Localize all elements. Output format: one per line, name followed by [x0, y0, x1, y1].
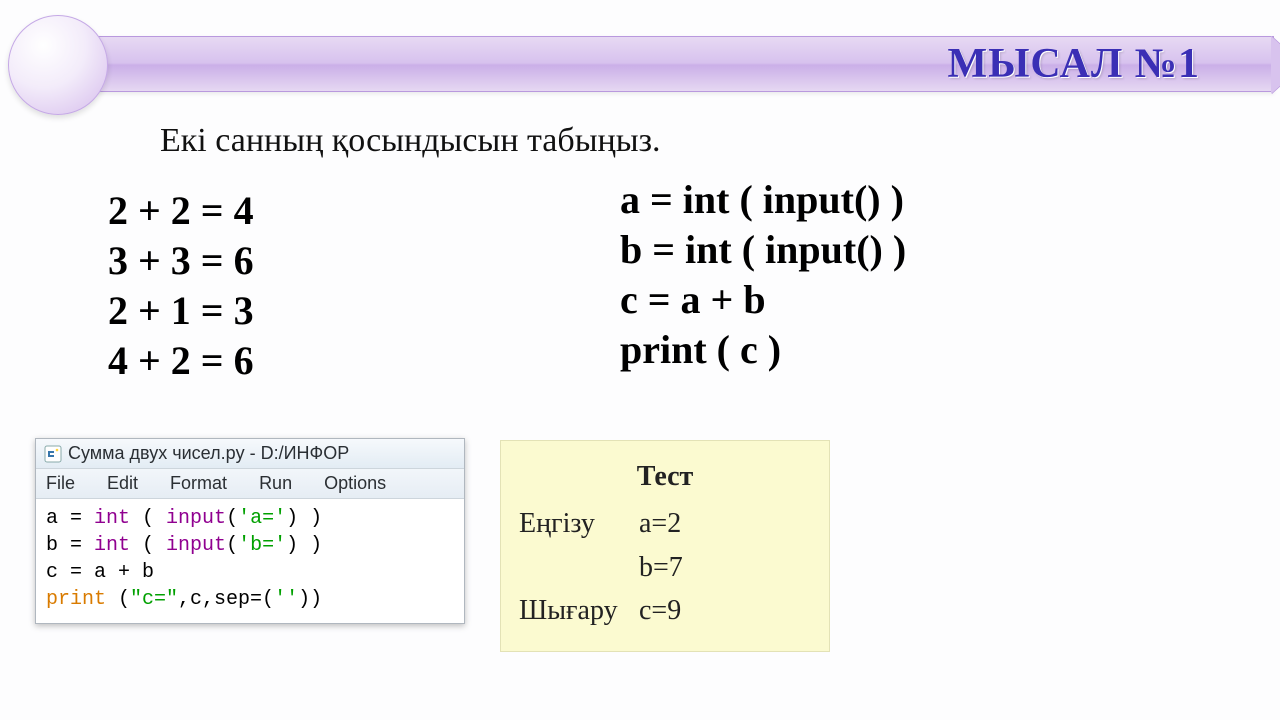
test-value: b=7 — [639, 546, 683, 589]
menu-options[interactable]: Options — [318, 472, 392, 495]
test-label: Еңгізу — [519, 502, 639, 545]
test-row: Шығару c=9 — [519, 589, 811, 632]
code-line: b = int ( input() ) — [620, 225, 906, 275]
banner-circle-icon — [8, 15, 108, 115]
menu-format[interactable]: Format — [164, 472, 233, 495]
menu-edit[interactable]: Edit — [101, 472, 144, 495]
menu-run[interactable]: Run — [253, 472, 298, 495]
equation-line: 4 + 2 = 6 — [108, 336, 254, 386]
python-file-icon — [44, 445, 62, 463]
equation-line: 2 + 2 = 4 — [108, 186, 254, 236]
equation-line: 2 + 1 = 3 — [108, 286, 254, 336]
idle-title-text: Сумма двух чисел.py - D:/ИНФОР — [68, 443, 349, 464]
equation-line: 3 + 3 = 6 — [108, 236, 254, 286]
idle-window: Сумма двух чисел.py - D:/ИНФОР File Edit… — [35, 438, 465, 624]
test-row: b=7 — [519, 546, 811, 589]
idle-titlebar: Сумма двух чисел.py - D:/ИНФОР — [36, 439, 464, 469]
code-line: print ( c ) — [620, 325, 906, 375]
idle-code-area: a = int ( input('a=') )b = int ( input('… — [36, 499, 464, 623]
test-row: Еңгізу a=2 — [519, 502, 811, 545]
test-label — [519, 546, 639, 589]
test-value: a=2 — [639, 502, 681, 545]
test-value: c=9 — [639, 589, 681, 632]
test-title: Тест — [519, 455, 811, 498]
test-panel: Тест Еңгізу a=2 b=7 Шығару c=9 — [500, 440, 830, 652]
example-equations: 2 + 2 = 4 3 + 3 = 6 2 + 1 = 3 4 + 2 = 6 — [108, 186, 254, 386]
task-description: Екі санның қосындысын табыңыз. — [160, 122, 661, 160]
code-line: c = a + b — [620, 275, 906, 325]
idle-menubar: File Edit Format Run Options — [36, 469, 464, 499]
slide-title: МЫСАЛ №1 — [948, 36, 1200, 92]
title-banner: МЫСАЛ №1 — [0, 27, 1280, 102]
code-line: a = int ( input() ) — [620, 175, 906, 225]
banner-arrow-icon — [1271, 36, 1280, 94]
pseudocode-block: a = int ( input() ) b = int ( input() ) … — [620, 175, 906, 375]
test-label: Шығару — [519, 589, 639, 632]
menu-file[interactable]: File — [40, 472, 81, 495]
